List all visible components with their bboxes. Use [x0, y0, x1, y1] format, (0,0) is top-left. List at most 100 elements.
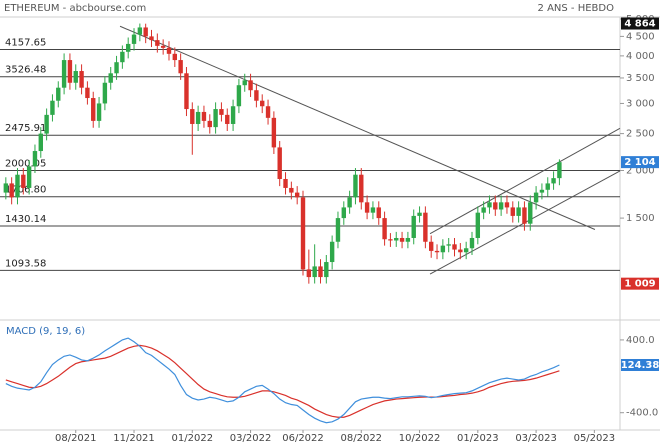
level-label: 4157.65: [5, 37, 46, 48]
trend-line: [119, 25, 596, 230]
candle-body: [219, 109, 224, 115]
value-marker: [621, 17, 659, 30]
value-marker-label: 1 009: [624, 279, 655, 290]
candle-body: [458, 249, 463, 253]
candle-body: [399, 237, 405, 242]
level-label: 2000.05: [5, 159, 46, 170]
candle-body: [289, 187, 294, 193]
candle-body: [417, 212, 422, 216]
value-marker: [621, 277, 659, 290]
candle-body: [108, 73, 113, 83]
candle-body: [242, 80, 247, 86]
candle-body: [160, 45, 166, 48]
candle-body: [91, 98, 96, 121]
candle-body: [50, 100, 55, 115]
candle-body: [434, 250, 440, 253]
x-tick-label: 11/2021: [113, 433, 155, 444]
trend-line: [429, 127, 621, 235]
candle-body: [114, 62, 119, 74]
candle-body: [271, 117, 277, 148]
candle-body: [294, 192, 300, 198]
macd-title: MACD (9, 19, 6): [6, 326, 85, 337]
candle-body: [504, 202, 510, 208]
y-tick-label: 2 000: [626, 166, 655, 177]
candle-body: [510, 207, 515, 216]
candle-body: [178, 60, 183, 74]
candle-body: [429, 241, 434, 251]
candle-body: [306, 269, 312, 278]
candle-body: [125, 43, 131, 52]
candle-body: [131, 34, 137, 44]
level-label: 1430.14: [5, 214, 46, 225]
candle-body: [446, 244, 451, 246]
candle-body: [498, 202, 504, 210]
candle-body: [248, 80, 253, 91]
candle-body: [551, 178, 556, 184]
candle-body: [236, 85, 242, 107]
candle-body: [382, 218, 387, 240]
candle-body: [85, 87, 90, 99]
value-marker-label: 2 104: [624, 157, 655, 168]
candle-body: [120, 51, 125, 63]
candle-body: [423, 212, 428, 242]
candle-body: [102, 82, 108, 104]
macd-line: [5, 344, 560, 418]
y-tick-label: 3 500: [626, 73, 655, 84]
candle-body: [335, 218, 341, 242]
candle-body: [265, 106, 271, 118]
candle-body: [230, 106, 236, 124]
x-tick-label: 06/2022: [282, 433, 324, 444]
y-tick-label: 4 500: [626, 31, 655, 42]
candle-body: [376, 207, 381, 219]
candle-body: [557, 162, 562, 179]
candle-body: [190, 109, 195, 124]
candle-body: [213, 109, 218, 128]
value-marker-label: 124.38: [621, 360, 660, 371]
level-label: 3526.48: [5, 65, 46, 76]
candle-body: [137, 27, 143, 35]
candle-body: [533, 192, 539, 203]
candle-body: [44, 114, 49, 134]
candle-body: [3, 183, 9, 193]
chart-title: ETHEREUM - abcbourse.com: [4, 3, 146, 14]
candle-body: [463, 248, 469, 253]
candle-body: [143, 27, 148, 37]
value-marker-label: 4 864: [624, 19, 655, 30]
candle-body: [324, 262, 329, 278]
x-tick-label: 03/2022: [230, 433, 272, 444]
x-tick-label: 10/2022: [399, 433, 441, 444]
candle-body: [388, 239, 393, 241]
candle-body: [38, 133, 43, 152]
y-tick-label: 1 500: [626, 213, 655, 224]
level-label: 2475.91: [5, 123, 46, 134]
x-tick-label: 08/2021: [55, 433, 97, 444]
level-label: 1093.58: [5, 258, 46, 269]
candle-body: [300, 197, 306, 270]
candle-body: [96, 103, 102, 121]
candle-body: [67, 60, 73, 83]
candle-body: [411, 215, 416, 238]
y-tick-label: 2 500: [626, 129, 655, 140]
candle-body: [79, 71, 84, 88]
candle-body: [184, 73, 189, 110]
candle-body: [166, 47, 172, 54]
y-tick-label: -400.0: [626, 408, 658, 419]
candle-body: [32, 151, 38, 167]
candle-body: [15, 174, 20, 198]
candle-body: [329, 241, 335, 263]
candle-body: [475, 212, 481, 238]
candle-body: [61, 60, 67, 88]
macd-line: [5, 337, 560, 424]
candle-body: [487, 202, 492, 208]
candle-body: [522, 207, 527, 224]
candle-body: [405, 237, 411, 242]
candle-body: [481, 207, 486, 213]
candle-body: [254, 90, 259, 101]
y-tick-label: 400.0: [626, 335, 655, 346]
candle-body: [260, 100, 265, 107]
value-marker: [621, 156, 659, 169]
x-tick-label: 01/2022: [172, 433, 214, 444]
candle-body: [207, 120, 212, 128]
